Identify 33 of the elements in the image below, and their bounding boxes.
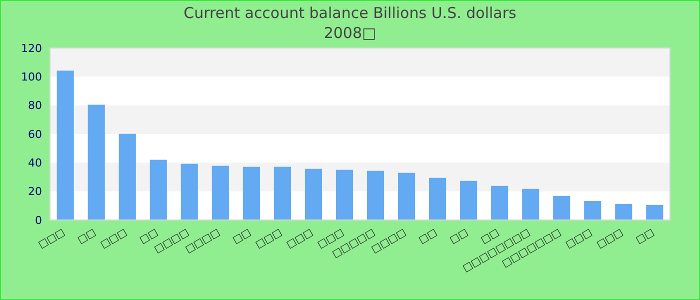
y-tick-label: 40 bbox=[28, 156, 42, 170]
y-tick-label: 80 bbox=[28, 99, 42, 112]
x-tick-label: □□ bbox=[76, 227, 98, 246]
y-tick-label: 120 bbox=[21, 42, 42, 55]
x-tick-label: □□ bbox=[231, 227, 253, 246]
y-tick-label: 0 bbox=[35, 214, 42, 227]
bar bbox=[460, 180, 478, 220]
bar bbox=[212, 166, 229, 220]
x-tick-label: □□ bbox=[417, 227, 440, 246]
bar bbox=[491, 186, 508, 220]
bar bbox=[150, 160, 167, 220]
bar bbox=[56, 70, 74, 220]
chart-subtitle: 2008□ bbox=[324, 24, 376, 42]
x-tick-label: □□ bbox=[634, 227, 656, 246]
bar bbox=[646, 204, 664, 220]
bar bbox=[242, 166, 260, 220]
bar bbox=[522, 188, 540, 220]
chart-title: Current account balance Billions U.S. dollars bbox=[184, 4, 517, 22]
y-tick-label: 100 bbox=[21, 70, 42, 84]
bar bbox=[584, 200, 602, 220]
bar bbox=[88, 104, 105, 220]
bar bbox=[274, 166, 291, 220]
y-tick-label: 60 bbox=[28, 128, 42, 141]
bar bbox=[615, 204, 632, 220]
bar bbox=[304, 168, 322, 220]
bar bbox=[118, 134, 136, 220]
bar bbox=[398, 172, 416, 220]
bar bbox=[180, 164, 198, 220]
y-tick-label: 20 bbox=[28, 185, 42, 198]
bar bbox=[336, 170, 354, 220]
bar bbox=[553, 196, 570, 220]
bar bbox=[366, 170, 384, 220]
bar bbox=[429, 178, 446, 220]
